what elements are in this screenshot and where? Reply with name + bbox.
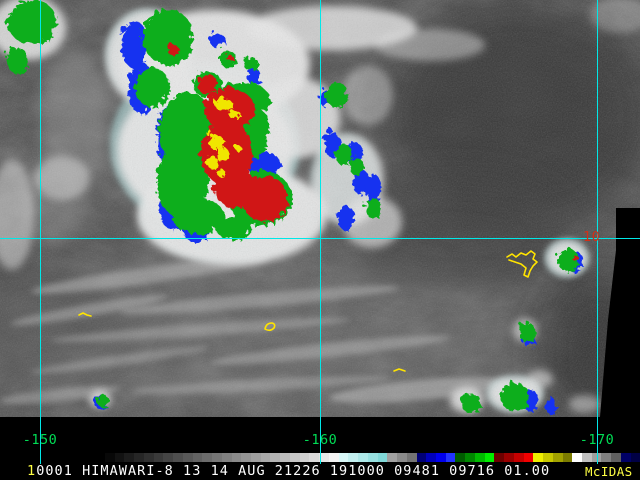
colorbar-segment bbox=[280, 453, 290, 462]
colorbar-segment bbox=[328, 453, 339, 462]
colorbar-segment bbox=[416, 453, 427, 462]
colorbar-segment bbox=[143, 453, 154, 462]
colorbar-segment bbox=[543, 453, 553, 462]
colorbar-segment bbox=[153, 453, 164, 462]
colorbar-segment bbox=[435, 453, 446, 462]
colorbar-segment bbox=[367, 453, 378, 462]
lon-label-170: -170 bbox=[580, 432, 615, 448]
colorbar-segment bbox=[299, 453, 310, 462]
enhancement-red bbox=[165, 43, 576, 259]
latlon-grid bbox=[0, 0, 640, 464]
scan-edge bbox=[600, 208, 640, 417]
white-clouds bbox=[0, 0, 640, 413]
colorbar-segment bbox=[581, 453, 592, 462]
colorbar-segment bbox=[348, 453, 359, 462]
mcidas-logo: McIDAS bbox=[585, 464, 633, 479]
colorbar-segment bbox=[124, 453, 135, 462]
colorbar-segment bbox=[251, 453, 261, 462]
enhancement-blue bbox=[92, 18, 580, 412]
colorbar-segment bbox=[601, 453, 612, 462]
cloud-imagery bbox=[0, 0, 640, 417]
frame-number: 1 bbox=[27, 463, 37, 479]
colorbar-segment bbox=[513, 453, 524, 462]
colorbar-segment bbox=[572, 453, 582, 462]
colorbar-segment bbox=[552, 453, 563, 462]
colorbar-segment bbox=[406, 453, 417, 462]
status-text: 0001 HIMAWARI-8 13 14 AUG 21226 191000 0… bbox=[36, 463, 551, 479]
color-bar bbox=[105, 453, 640, 462]
dark-regions bbox=[0, 0, 640, 417]
colorbar-segment bbox=[523, 453, 534, 462]
coastlines bbox=[78, 250, 538, 372]
colorbar-segment bbox=[484, 453, 495, 462]
colorbar-segment bbox=[455, 453, 466, 462]
colorbar-segment bbox=[591, 453, 602, 462]
colorbar-segment bbox=[319, 453, 329, 462]
colorbar-segment bbox=[134, 453, 144, 462]
colorbar-segment bbox=[630, 453, 640, 462]
colorbar-segment bbox=[221, 453, 232, 462]
enhancement-green bbox=[4, 0, 576, 411]
colorbar-segment bbox=[445, 453, 456, 462]
colorbar-segment bbox=[377, 453, 388, 462]
colorbar-segment bbox=[241, 453, 252, 462]
lon-label-150: -150 bbox=[23, 432, 58, 448]
colorbar-segment bbox=[494, 453, 505, 462]
colorbar-segment bbox=[533, 453, 544, 462]
colorbar-segment bbox=[105, 453, 115, 462]
colorbar-segment bbox=[212, 453, 222, 462]
lat-label-10: 10 bbox=[583, 229, 600, 245]
colorbar-segment bbox=[289, 453, 300, 462]
colorbar-segment bbox=[358, 453, 368, 462]
colorbar-segment bbox=[504, 453, 514, 462]
colorbar-segment bbox=[231, 453, 242, 462]
colorbar-segment bbox=[338, 453, 349, 462]
colorbar-segment bbox=[163, 453, 174, 462]
colorbar-segment bbox=[474, 453, 485, 462]
colorbar-segment bbox=[465, 453, 475, 462]
colorbar-segment bbox=[426, 453, 436, 462]
status-line: 10001 HIMAWARI-8 13 14 AUG 21226 191000 … bbox=[27, 464, 550, 478]
colorbar-segment bbox=[173, 453, 183, 462]
colorbar-segment bbox=[620, 453, 631, 462]
cold-halos bbox=[106, 9, 589, 412]
colorbar-segment bbox=[270, 453, 281, 462]
colorbar-segment bbox=[562, 453, 573, 462]
colorbar-segment bbox=[611, 453, 621, 462]
colorbar-segment bbox=[260, 453, 271, 462]
enhancement-yellow bbox=[203, 96, 239, 174]
lon-label-160: -160 bbox=[303, 432, 338, 448]
colorbar-segment bbox=[192, 453, 203, 462]
colorbar-segment bbox=[202, 453, 213, 462]
colorbar-segment bbox=[114, 453, 125, 462]
colorbar-segment bbox=[387, 453, 398, 462]
colorbar-segment bbox=[397, 453, 407, 462]
cloud-streaks bbox=[0, 50, 530, 417]
colorbar-segment bbox=[182, 453, 193, 462]
colorbar-segment bbox=[309, 453, 320, 462]
